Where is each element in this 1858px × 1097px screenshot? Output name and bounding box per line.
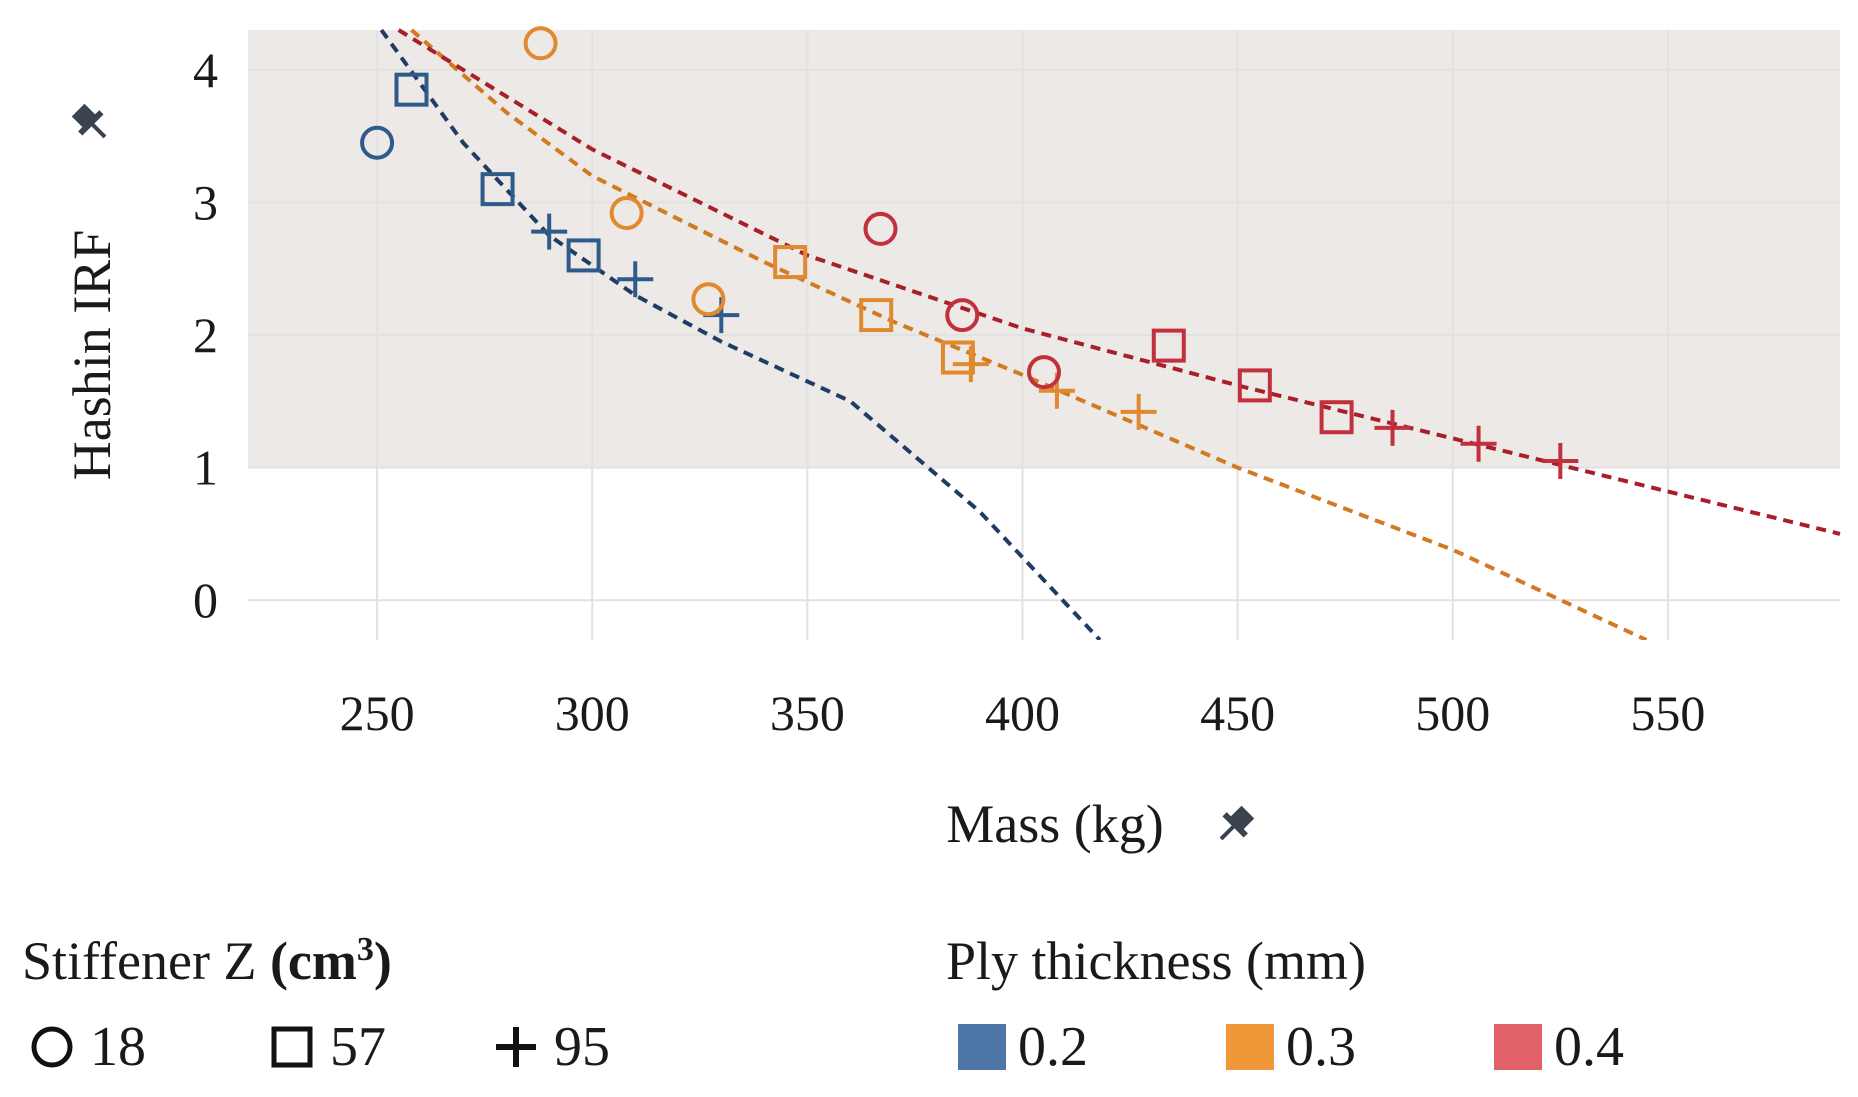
point-square-0.2[interactable] — [566, 238, 601, 273]
legend-shape-item-circle[interactable]: 18 — [28, 1015, 146, 1079]
point-plus-0.2[interactable] — [617, 261, 654, 298]
x-tick-labels: 250 300 350 400 450 500 550 — [340, 685, 1706, 741]
color-swatch — [1226, 1024, 1274, 1070]
trend-line-0.4 — [397, 28, 1841, 536]
y-tick-label: 4 — [193, 42, 218, 98]
color-swatch — [958, 1024, 1006, 1070]
y-tick-label: 2 — [193, 307, 218, 363]
point-plus-0.3[interactable] — [1120, 393, 1157, 430]
trend-line-0.3 — [410, 28, 1648, 640]
point-square-0.4[interactable] — [1319, 400, 1354, 435]
legend-shape-item-square[interactable]: 57 — [268, 1015, 386, 1079]
legend-color-item-0.4[interactable]: 0.4 — [1494, 1015, 1624, 1079]
trend-lines — [379, 28, 1841, 640]
legend-color-label: 0.2 — [1018, 1016, 1088, 1078]
point-circle-0.2[interactable] — [360, 125, 395, 160]
point-square-0.2[interactable] — [480, 172, 515, 207]
x-tick-label: 550 — [1630, 685, 1705, 741]
data-points — [360, 26, 1579, 479]
legend-color-title: Ply thickness (mm) — [946, 931, 1366, 991]
plot-background — [248, 30, 1840, 468]
point-plus-0.4[interactable] — [1374, 409, 1411, 446]
y-tick-label: 1 — [193, 440, 218, 496]
point-circle-0.4[interactable] — [863, 211, 898, 246]
legend-shape-title: Stiffener Z (cm3) — [22, 930, 392, 992]
point-plus-0.2[interactable] — [531, 213, 568, 250]
x-tick-label: 250 — [340, 685, 415, 741]
square-icon — [271, 1026, 313, 1068]
legend-shape-label: 18 — [90, 1016, 146, 1078]
trend-line-0.2 — [379, 28, 1102, 640]
circle-icon — [31, 1026, 73, 1068]
x-tick-label: 300 — [555, 685, 630, 741]
legend-color-item-0.3[interactable]: 0.3 — [1226, 1015, 1356, 1079]
legend-color-label: 0.3 — [1286, 1016, 1356, 1078]
x-tick-label: 350 — [770, 685, 845, 741]
x-axis-title: Mass (kg) — [946, 794, 1163, 854]
shaded-region — [248, 30, 1840, 468]
point-square-0.3[interactable] — [773, 245, 808, 280]
x-tick-label: 500 — [1415, 685, 1490, 741]
point-circle-0.3[interactable] — [523, 26, 558, 61]
point-circle-0.3[interactable] — [691, 282, 726, 317]
legend-color-label: 0.4 — [1554, 1016, 1624, 1078]
y-axis-title: Hashin IRF — [62, 230, 122, 481]
point-circle-0.3[interactable] — [609, 196, 644, 230]
point-square-0.2[interactable] — [394, 72, 429, 107]
y-tick-labels: 0 1 2 3 4 — [193, 42, 218, 628]
color-swatch — [1494, 1024, 1542, 1070]
legend-shape-title-prefix: Stiffener Z — [22, 931, 257, 991]
point-square-0.3[interactable] — [859, 298, 894, 333]
x-axis-pin-icon[interactable] — [1210, 801, 1258, 849]
point-circle-0.4[interactable] — [1027, 355, 1061, 390]
legend-color-item-0.2[interactable]: 0.2 — [958, 1015, 1088, 1079]
point-square-0.3[interactable] — [940, 340, 975, 375]
plus-icon — [496, 1027, 536, 1067]
legend-shape-item-plus[interactable]: 95 — [492, 1015, 610, 1079]
y-tick-label: 0 — [193, 572, 218, 628]
point-plus-0.4[interactable] — [1542, 442, 1579, 479]
legend-shape-title-unit: (cm3) — [269, 931, 392, 991]
point-plus-0.4[interactable] — [1460, 425, 1497, 462]
legend-shape-label: 95 — [554, 1016, 610, 1078]
point-circle-0.4[interactable] — [945, 298, 980, 333]
point-square-0.4[interactable] — [1151, 328, 1186, 363]
x-tick-label: 450 — [1200, 685, 1275, 741]
legend-shape-label: 57 — [330, 1016, 386, 1078]
x-tick-label: 400 — [985, 685, 1060, 741]
y-tick-label: 3 — [193, 174, 218, 230]
point-square-0.4[interactable] — [1237, 368, 1272, 403]
y-axis-pin-icon[interactable] — [67, 99, 115, 147]
point-plus-0.3[interactable] — [952, 346, 989, 383]
